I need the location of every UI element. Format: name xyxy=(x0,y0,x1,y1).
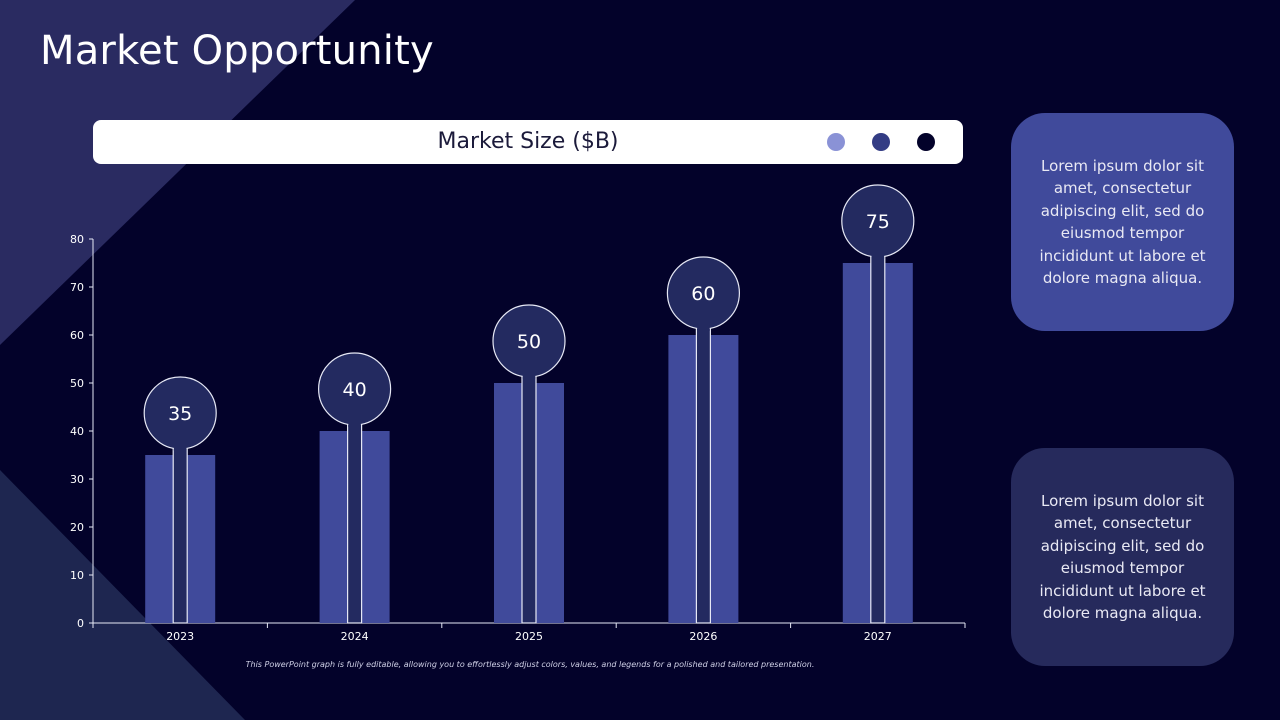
x-tick-label: 2026 xyxy=(689,630,717,643)
data-label: 40 xyxy=(343,379,367,401)
chart-header-bar: Market Size ($B) xyxy=(93,120,963,164)
y-tick-label: 0 xyxy=(77,617,84,630)
marker-stem xyxy=(695,324,712,624)
marker-stem xyxy=(521,372,537,624)
y-tick-label: 80 xyxy=(70,233,84,246)
marker-joint xyxy=(871,251,885,259)
marker-joint xyxy=(522,371,536,379)
x-tick-label: 2027 xyxy=(864,630,892,643)
page-title: Market Opportunity xyxy=(40,28,434,74)
legend-dot-medium xyxy=(872,133,890,151)
legend-dot-dark xyxy=(917,133,935,151)
legend-dot-light xyxy=(827,133,845,151)
top-left-triangle xyxy=(0,0,355,345)
x-tick-label: 2023 xyxy=(166,630,194,643)
marker-stem xyxy=(172,444,188,624)
marker-joint xyxy=(697,323,710,331)
marker-joint xyxy=(348,419,361,427)
info-box-bottom: Lorem ipsum dolor sit amet, consectetur … xyxy=(1011,448,1234,666)
info-box-top: Lorem ipsum dolor sit amet, consectetur … xyxy=(1011,113,1234,331)
info-box-top-text: Lorem ipsum dolor sit amet, consectetur … xyxy=(1039,156,1206,288)
data-label: 75 xyxy=(866,211,890,233)
info-box-bottom-text: Lorem ipsum dolor sit amet, consectetur … xyxy=(1039,491,1206,623)
y-tick-label: 20 xyxy=(70,521,84,534)
data-label: 60 xyxy=(691,283,715,305)
y-tick-label: 70 xyxy=(70,281,84,294)
bottom-left-triangle xyxy=(0,470,245,720)
footnote: This PowerPoint graph is fully editable,… xyxy=(245,660,815,669)
data-label: 35 xyxy=(168,403,192,425)
marker-stem xyxy=(870,252,886,624)
y-tick-label: 60 xyxy=(70,329,84,342)
data-label: 50 xyxy=(517,331,541,353)
marker-joint xyxy=(173,443,187,451)
y-tick-label: 30 xyxy=(70,473,84,486)
y-tick-label: 10 xyxy=(70,569,84,582)
y-tick-label: 50 xyxy=(70,377,84,390)
y-tick-label: 40 xyxy=(70,425,84,438)
chart-title: Market Size ($B) xyxy=(437,129,619,154)
x-tick-label: 2024 xyxy=(341,630,369,643)
marker-stem xyxy=(347,420,363,624)
x-tick-label: 2025 xyxy=(515,630,543,643)
